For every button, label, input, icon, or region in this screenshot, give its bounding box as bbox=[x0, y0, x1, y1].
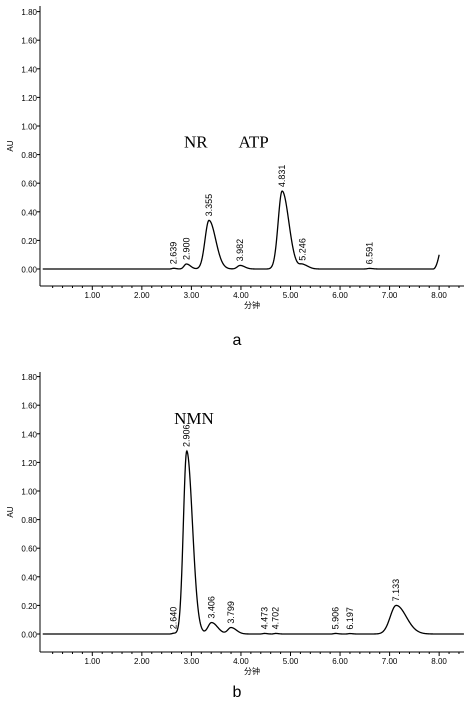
peak-label: 7.133 bbox=[391, 579, 401, 602]
peak-label: 2.640 bbox=[169, 607, 179, 630]
y-tick-label: 0.80 bbox=[21, 516, 37, 525]
y-tick-label: 0.20 bbox=[21, 602, 37, 611]
y-tick-label: 1.60 bbox=[21, 402, 37, 411]
x-tick-labels: 1.00 2.00 3.00 4.00 5.00 6.00 7.00 8.00 bbox=[85, 291, 448, 300]
chromatogram-trace bbox=[42, 449, 464, 635]
x-tick-label: 3.00 bbox=[184, 657, 200, 666]
y-tick-label: 1.40 bbox=[21, 430, 37, 439]
y-tick-labels: 0.00 0.20 0.40 0.60 0.80 1.00 1.20 1.40 … bbox=[21, 8, 37, 274]
peak-label: 3.355 bbox=[204, 194, 214, 217]
x-axis-title: 分钟 bbox=[244, 666, 260, 676]
y-tick-label: 0.60 bbox=[21, 180, 37, 189]
x-tick-label: 5.00 bbox=[283, 657, 299, 666]
chromatogram-panel-a: AU 分钟 0.00 0.20 0.40 0.60 0.80 1.00 1.20… bbox=[6, 6, 464, 349]
compound-label-nmn: NMN bbox=[174, 409, 214, 428]
peak-label: 6.197 bbox=[345, 607, 355, 630]
peak-label: 4.831 bbox=[277, 165, 287, 188]
y-tick-label: 1.40 bbox=[21, 65, 37, 74]
peak-label: 5.246 bbox=[298, 238, 308, 261]
x-tick-label: 8.00 bbox=[431, 657, 447, 666]
peak-labels: 2.639 2.900 3.355 3.982 4.831 5.246 6.591 bbox=[169, 165, 375, 265]
y-tick-label: 1.20 bbox=[21, 459, 37, 468]
x-tick-label: 2.00 bbox=[134, 657, 150, 666]
y-tick-label: 1.20 bbox=[21, 94, 37, 103]
peak-label: 5.906 bbox=[330, 607, 340, 630]
chromatogram-trace bbox=[42, 190, 440, 270]
peak-label: 2.639 bbox=[169, 242, 179, 265]
x-tick-labels: 1.00 2.00 3.00 4.00 5.00 6.00 7.00 8.00 bbox=[85, 657, 448, 666]
x-tick-label: 5.00 bbox=[283, 291, 299, 300]
peak-label: 3.799 bbox=[226, 601, 236, 624]
panel-label-a: a bbox=[233, 332, 242, 349]
y-tick-label: 0.40 bbox=[21, 573, 37, 582]
panel-label-b: b bbox=[233, 684, 242, 701]
y-tick-label: 0.40 bbox=[21, 208, 37, 217]
y-tick-label: 1.60 bbox=[21, 37, 37, 46]
y-tick-label: 0.20 bbox=[21, 237, 37, 246]
peak-label: 3.982 bbox=[235, 239, 245, 262]
peak-label: 2.906 bbox=[182, 424, 192, 447]
y-tick-label: 0.60 bbox=[21, 545, 37, 554]
x-tick-label: 6.00 bbox=[332, 291, 348, 300]
compound-label-atp: ATP bbox=[239, 132, 269, 151]
y-tick-labels: 0.00 0.20 0.40 0.60 0.80 1.00 1.20 1.40 … bbox=[21, 373, 37, 639]
y-tick-label: 1.00 bbox=[21, 123, 37, 132]
compound-label-nr: NR bbox=[184, 132, 208, 151]
x-tick-label: 3.00 bbox=[184, 291, 200, 300]
x-tick-label: 1.00 bbox=[85, 291, 101, 300]
y-tick-label: 0.00 bbox=[21, 266, 37, 275]
x-tick-label: 1.00 bbox=[85, 657, 101, 666]
x-tick-label: 7.00 bbox=[382, 657, 398, 666]
x-tick-label: 4.00 bbox=[233, 291, 249, 300]
x-tick-label: 2.00 bbox=[134, 291, 150, 300]
chromatogram-panel-b: AU 分钟 0.00 0.20 0.40 0.60 0.80 1.00 1.20… bbox=[6, 372, 464, 701]
axis-ticks bbox=[37, 11, 460, 290]
y-tick-label: 1.00 bbox=[21, 488, 37, 497]
y-tick-label: 0.00 bbox=[21, 631, 37, 640]
peak-labels: 2.640 2.906 3.406 3.799 4.473 4.702 5.906 6.197… bbox=[169, 424, 402, 629]
peak-label: 6.591 bbox=[364, 242, 374, 265]
peak-label: 4.473 bbox=[259, 607, 269, 630]
y-axis-title: AU bbox=[6, 506, 15, 517]
x-tick-label: 6.00 bbox=[332, 657, 348, 666]
peak-label: 4.702 bbox=[271, 607, 281, 630]
peak-label: 2.900 bbox=[181, 237, 191, 260]
x-tick-label: 8.00 bbox=[431, 291, 447, 300]
peak-label: 3.406 bbox=[207, 596, 217, 619]
y-tick-label: 1.80 bbox=[21, 8, 37, 17]
x-axis-title: 分钟 bbox=[244, 300, 260, 310]
x-tick-label: 7.00 bbox=[382, 291, 398, 300]
y-tick-label: 1.80 bbox=[21, 373, 37, 382]
x-tick-label: 4.00 bbox=[233, 657, 249, 666]
axis-ticks bbox=[37, 376, 460, 656]
y-axis-title: AU bbox=[6, 140, 15, 151]
y-tick-label: 0.80 bbox=[21, 151, 37, 160]
